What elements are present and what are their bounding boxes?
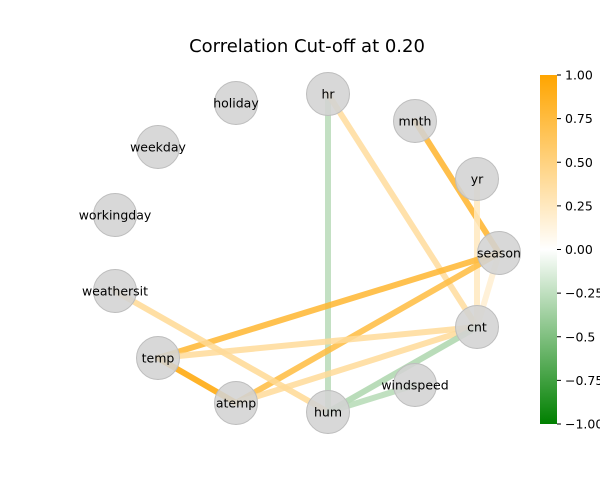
node-circle [455, 305, 499, 349]
node-cnt: cnt [455, 305, 499, 349]
colorbar-tick-label: −1.00 [565, 417, 600, 432]
node-hum: hum [306, 390, 350, 434]
node-circle [393, 99, 437, 143]
node-hr: hr [306, 72, 350, 116]
node-weekday: weekday [130, 125, 187, 169]
node-weathersit: weathersit [82, 269, 148, 313]
node-label: temp [142, 351, 175, 366]
colorbar-tick-label: −0.25 [565, 286, 600, 301]
edge-season-atemp [233, 250, 502, 406]
colorbar: 1.00 0.75 0.50 0.25 0.00 −0.25 −0.5 −0.75 −1.00 [540, 68, 600, 432]
node-circle [306, 390, 350, 434]
node-label: weathersit [82, 284, 148, 299]
node-season: season [477, 231, 521, 275]
colorbar-tick-label: −0.5 [565, 329, 595, 344]
node-workingday: workingday [79, 193, 152, 237]
colorbar-tick-label: −0.75 [565, 373, 600, 388]
node-circle [477, 231, 521, 275]
node-circle [214, 381, 258, 425]
colorbar-tick-label: 0.50 [565, 155, 593, 170]
node-label: hr [321, 87, 335, 102]
node-label: windspeed [381, 378, 448, 393]
node-layer: holiday hr mnth weekday yr workingday season we… [79, 72, 521, 434]
node-circle [455, 157, 499, 201]
node-circle [93, 193, 137, 237]
edge-temp-cnt [155, 324, 480, 361]
node-circle [306, 72, 350, 116]
node-label: workingday [79, 208, 152, 223]
colorbar-tick-label: 1.00 [565, 68, 593, 83]
node-label: yr [471, 172, 484, 187]
chart-title: Correlation Cut-off at 0.20 [189, 36, 425, 57]
colorbar-tick-label: 0.25 [565, 198, 593, 213]
edge-atemp-cnt [233, 324, 480, 406]
edge-season-temp [155, 250, 502, 361]
node-circle [136, 125, 180, 169]
node-label: weekday [130, 140, 186, 155]
colorbar-tick-label: 0.00 [565, 242, 593, 257]
node-atemp: atemp [214, 381, 258, 425]
node-holiday: holiday [213, 81, 259, 125]
colorbar-gradient [540, 75, 557, 424]
node-mnth: mnth [393, 99, 437, 143]
edge-hr-cnt [325, 91, 480, 330]
colorbar-ticks: 1.00 0.75 0.50 0.25 0.00 −0.25 −0.5 −0.75 −1.00 [557, 68, 600, 432]
node-yr: yr [455, 157, 499, 201]
node-label: holiday [213, 96, 259, 111]
node-circle [214, 81, 258, 125]
node-label: season [477, 246, 521, 261]
colorbar-tick-label: 0.75 [565, 111, 593, 126]
node-temp: temp [136, 336, 180, 380]
node-label: atemp [216, 396, 256, 411]
node-circle [393, 363, 437, 407]
node-circle [136, 336, 180, 380]
node-label: cnt [467, 320, 487, 335]
node-label: mnth [399, 114, 432, 129]
node-circle [93, 269, 137, 313]
node-windspeed: windspeed [381, 363, 449, 407]
node-label: hum [314, 405, 342, 420]
